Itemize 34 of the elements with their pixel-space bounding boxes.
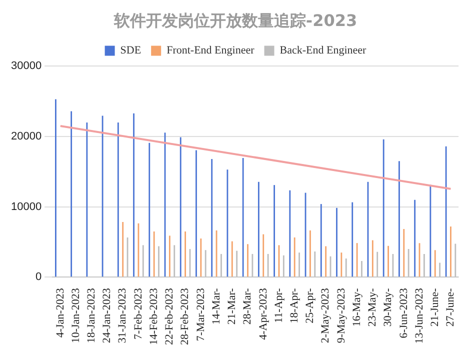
x-tick-label: 24-Jan-2023 xyxy=(101,288,114,344)
x-tick-label: 2-May-2023 xyxy=(320,288,332,344)
x-tick-label: 6-Jun-2023 xyxy=(398,288,410,338)
x-tick-label: 14-Mar- xyxy=(210,288,222,325)
x-tick-label: 16-May- xyxy=(350,288,363,327)
x-tick-label: 7-Mar-2023 xyxy=(194,288,207,342)
y-tick-label: 0 xyxy=(35,271,42,284)
y-tick-label: 10000 xyxy=(10,200,42,213)
x-tick-label: 18-Jan-2023 xyxy=(86,288,98,344)
y-tick-label: 30000 xyxy=(10,60,42,72)
x-tick-label: 21-June- xyxy=(429,288,441,327)
legend-label: Front-End Engineer xyxy=(166,44,255,57)
x-tick-label: 14-Feb-2023 xyxy=(148,288,160,345)
x-tick-label: 9-May-2023 xyxy=(335,288,348,344)
x-tick-label: 30-May- xyxy=(382,288,394,327)
y-tick-label: 20000 xyxy=(10,130,42,143)
x-tick-label: 11-Apr- xyxy=(272,288,285,323)
x-tick-label: 13-Jun-2023 xyxy=(413,288,426,344)
x-tick-label: 4-Jan-2023 xyxy=(54,288,66,338)
x-tick-label: 25-Apr- xyxy=(304,288,316,324)
x-tick-label: 18-Apr- xyxy=(288,288,300,324)
legend-label: Back-End Engineer xyxy=(280,44,367,57)
x-tick-label: 28-Mar- xyxy=(242,288,254,325)
x-tick-label: 7-Feb-2023 xyxy=(132,288,144,340)
x-tick-label: 31-Jan-2023 xyxy=(116,288,129,344)
x-tick-label: 23-May- xyxy=(366,288,379,327)
x-tick-label: 22-Feb-2023 xyxy=(164,288,176,345)
x-tick-label: 27-June- xyxy=(444,288,457,327)
x-tick-label: 21-Mar- xyxy=(226,288,238,325)
chart-title: 软件开发岗位开放数量追踪-2023 xyxy=(112,10,358,30)
x-tick-label: 10-Jan-2023 xyxy=(70,288,82,344)
legend-label: SDE xyxy=(120,44,142,57)
x-tick-label: 28-Feb-2023 xyxy=(179,288,192,345)
x-tick-label: 4-Apr-2023 xyxy=(257,288,270,340)
